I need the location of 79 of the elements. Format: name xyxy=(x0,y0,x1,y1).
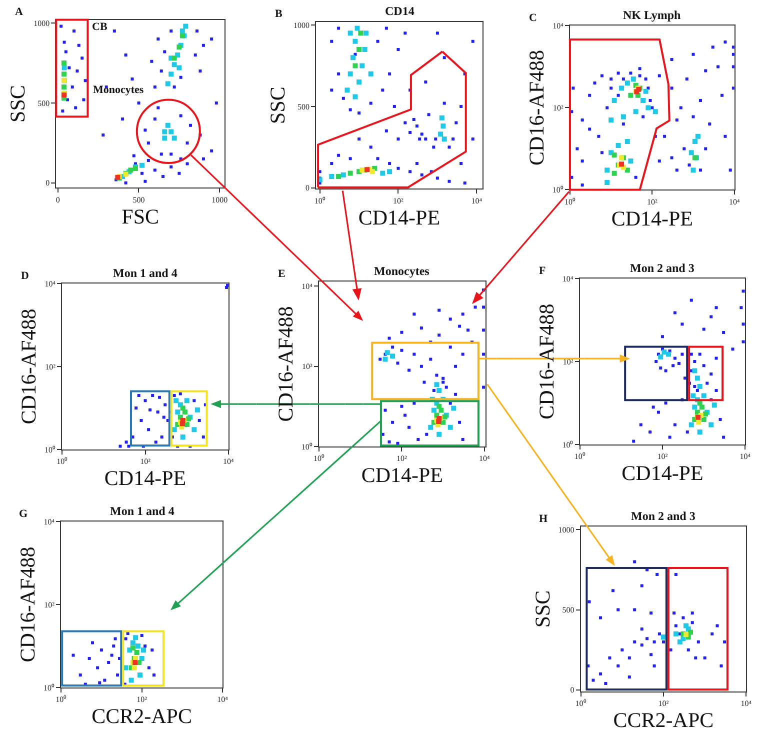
x-axis-title: FSC xyxy=(122,204,160,228)
annotation: Monocytes xyxy=(93,84,144,96)
x-axis-title: CD14-PE xyxy=(104,466,186,490)
x-axis-title: CD14-PE xyxy=(358,205,440,230)
y-tick-label: 500 xyxy=(562,606,574,615)
y-tick-label: 10⁴ xyxy=(562,274,574,284)
y-tick-label: 10² xyxy=(44,600,56,610)
y-tick-label: 10⁴ xyxy=(44,279,56,288)
x-tick-label: 10² xyxy=(140,457,152,466)
y-axis-title: CD16-AF488 xyxy=(16,546,40,662)
chart-title: Mon 1 and 4 xyxy=(110,504,174,518)
x-tick-label: 10⁰ xyxy=(56,457,68,466)
x-axis-title: CD14-PE xyxy=(611,206,694,230)
text: D xyxy=(21,270,29,282)
x-tick-label: 10⁰ xyxy=(56,695,67,704)
y-tick-label: 10⁰ xyxy=(562,440,574,450)
text: B xyxy=(275,8,283,20)
x-tick-label: 10⁴ xyxy=(740,452,751,462)
x-axis-title: CCR2-APC xyxy=(92,704,192,728)
text: G xyxy=(19,508,28,520)
y-tick-label: 500 xyxy=(297,102,310,112)
y-axis-title: CD16-AF488 xyxy=(524,50,549,166)
x-axis-title: CD14-PE xyxy=(622,461,704,486)
x-tick-label: 10⁴ xyxy=(217,695,228,704)
y-tick-label: 10⁰ xyxy=(44,445,56,454)
x-tick-label: 10⁴ xyxy=(471,196,482,206)
y-axis-title: SSC xyxy=(266,86,290,124)
x-axis-title: CD14-PE xyxy=(361,463,444,488)
chart-title: Monocytes xyxy=(374,264,430,278)
y-tick-label: 0 xyxy=(305,184,310,193)
x-axis-title: CCR2-APC xyxy=(613,708,714,732)
x-tick-label: 1000 xyxy=(212,195,228,204)
x-tick-label: 10⁴ xyxy=(223,457,234,466)
x-tick-label: 10⁰ xyxy=(574,452,586,462)
chart-title: Mon 1 and 4 xyxy=(113,266,178,280)
y-tick-label: 500 xyxy=(38,98,50,108)
x-tick-label: 500 xyxy=(132,195,145,204)
y-tick-label: 10² xyxy=(45,362,56,372)
y-tick-label: 10⁰ xyxy=(44,683,55,692)
chart-title: NK Lymph xyxy=(623,8,682,22)
y-tick-label: 0 xyxy=(570,686,574,695)
chart-title: CD14 xyxy=(385,4,414,18)
x-tick-label: 10² xyxy=(396,454,408,464)
y-tick-label: 10⁴ xyxy=(552,22,564,31)
text: C xyxy=(529,12,537,24)
text: A xyxy=(15,6,23,18)
y-axis-title: CD16-AF488 xyxy=(274,306,298,422)
y-tick-label: 1000 xyxy=(293,20,310,30)
x-tick-label: 10² xyxy=(657,452,668,462)
y-tick-label: 10² xyxy=(302,362,313,372)
chart-title: Mon 2 and 3 xyxy=(630,261,694,275)
y-axis-title: SSC xyxy=(530,590,554,628)
y-tick-label: 10² xyxy=(552,104,564,113)
x-tick-label: 10² xyxy=(658,699,670,708)
y-tick-label: 10⁰ xyxy=(552,185,564,194)
chart-title: Mon 2 and 3 xyxy=(631,509,696,523)
x-tick-label: 10⁰ xyxy=(313,454,324,464)
y-tick-label: 1000 xyxy=(558,526,574,535)
y-axis-title: CD16-AF488 xyxy=(16,308,41,424)
x-tick-label: 10⁴ xyxy=(740,699,752,708)
y-tick-label: 0 xyxy=(46,178,50,188)
x-tick-label: 10² xyxy=(136,695,148,704)
x-tick-label: 10² xyxy=(646,197,658,206)
y-tick-label: 10⁴ xyxy=(302,282,313,291)
y-tick-label: 10⁴ xyxy=(44,517,55,526)
x-tick-label: 10² xyxy=(393,196,404,206)
x-tick-label: 10⁰ xyxy=(575,699,586,708)
y-axis-title: SSC xyxy=(6,85,30,122)
text: E xyxy=(278,268,286,280)
y-tick-label: 1000 xyxy=(34,18,50,28)
text: F xyxy=(539,265,546,277)
annotation: CB xyxy=(92,21,108,33)
x-tick-label: 10⁴ xyxy=(479,454,490,464)
text: H xyxy=(539,513,548,525)
x-tick-label: 10⁰ xyxy=(314,196,326,206)
y-tick-label: 10² xyxy=(562,357,574,366)
y-tick-label: 10⁰ xyxy=(301,442,312,452)
y-axis-title: CD16-AF488 xyxy=(534,304,558,420)
x-tick-label: 10⁴ xyxy=(728,197,740,206)
